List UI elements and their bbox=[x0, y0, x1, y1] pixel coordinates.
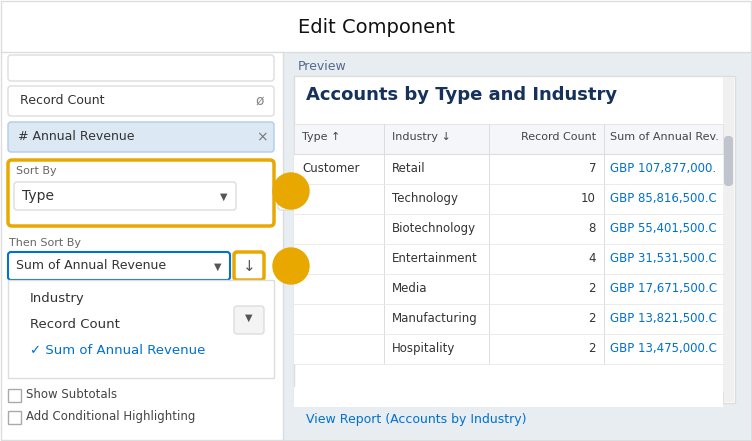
Text: 8: 8 bbox=[589, 222, 596, 235]
Text: View Report (Accounts by Industry): View Report (Accounts by Industry) bbox=[306, 413, 526, 426]
FancyBboxPatch shape bbox=[295, 393, 617, 401]
FancyBboxPatch shape bbox=[8, 86, 274, 116]
Text: GBP 31,531,500.C: GBP 31,531,500.C bbox=[610, 252, 717, 265]
Bar bbox=[294, 387, 723, 407]
Text: Customer: Customer bbox=[302, 162, 359, 175]
Text: GBP 85,816,500.C: GBP 85,816,500.C bbox=[610, 192, 717, 205]
Text: 2: 2 bbox=[589, 282, 596, 295]
Text: 4: 4 bbox=[589, 252, 596, 265]
Text: 2: 2 bbox=[589, 312, 596, 325]
Circle shape bbox=[273, 248, 309, 284]
Bar bbox=[723, 77, 734, 402]
Text: Industry: Industry bbox=[30, 292, 85, 305]
Text: Record Count: Record Count bbox=[30, 318, 120, 331]
Bar bbox=[294, 124, 723, 154]
Text: # Annual Revenue: # Annual Revenue bbox=[18, 130, 135, 143]
FancyBboxPatch shape bbox=[234, 252, 264, 280]
Text: Record Count: Record Count bbox=[521, 132, 596, 142]
Circle shape bbox=[273, 173, 309, 209]
Bar bbox=[284, 52, 751, 440]
Text: ▼: ▼ bbox=[214, 262, 222, 272]
Text: Type: Type bbox=[22, 189, 54, 203]
Text: 10: 10 bbox=[581, 192, 596, 205]
Bar bbox=[294, 244, 723, 274]
FancyBboxPatch shape bbox=[724, 136, 733, 186]
FancyBboxPatch shape bbox=[8, 160, 274, 226]
Text: Media: Media bbox=[392, 282, 427, 295]
Text: Industry ↓: Industry ↓ bbox=[392, 132, 451, 142]
Text: ↓: ↓ bbox=[243, 259, 256, 274]
Text: Entertainment: Entertainment bbox=[392, 252, 478, 265]
Text: Then Sort By: Then Sort By bbox=[9, 238, 81, 248]
Text: 1: 1 bbox=[285, 182, 297, 200]
Text: Show Subtotals: Show Subtotals bbox=[26, 388, 117, 401]
Bar bbox=[294, 184, 723, 214]
Text: Type ↑: Type ↑ bbox=[302, 132, 341, 142]
Text: Sort By: Sort By bbox=[16, 166, 56, 176]
Text: GBP 55,401,500.C: GBP 55,401,500.C bbox=[610, 222, 717, 235]
FancyBboxPatch shape bbox=[8, 122, 274, 152]
Text: ▼: ▼ bbox=[220, 192, 228, 202]
FancyBboxPatch shape bbox=[14, 182, 236, 210]
Bar bbox=[8, 389, 21, 402]
Bar bbox=[8, 411, 21, 424]
Text: ø: ø bbox=[256, 94, 264, 108]
Bar bbox=[294, 154, 723, 184]
Text: ✓ Sum of Annual Revenue: ✓ Sum of Annual Revenue bbox=[30, 344, 205, 357]
Bar bbox=[294, 274, 723, 304]
FancyBboxPatch shape bbox=[8, 55, 274, 81]
Text: GBP 17,671,500.C: GBP 17,671,500.C bbox=[610, 282, 717, 295]
FancyBboxPatch shape bbox=[8, 252, 230, 280]
Text: Manufacturing: Manufacturing bbox=[392, 312, 478, 325]
Text: Biotechnology: Biotechnology bbox=[392, 222, 476, 235]
Text: GBP 107,877,000.: GBP 107,877,000. bbox=[610, 162, 716, 175]
Bar bbox=[294, 334, 723, 364]
Text: 2: 2 bbox=[589, 342, 596, 355]
Text: Preview: Preview bbox=[298, 60, 347, 73]
Text: Sum of Annual Revenue: Sum of Annual Revenue bbox=[16, 259, 166, 272]
Text: Edit Component: Edit Component bbox=[298, 18, 454, 37]
Bar bbox=[8, 280, 274, 378]
Text: Record Count: Record Count bbox=[20, 94, 105, 107]
Bar bbox=[294, 392, 723, 402]
Text: Technology: Technology bbox=[392, 192, 458, 205]
Text: Retail: Retail bbox=[392, 162, 426, 175]
FancyBboxPatch shape bbox=[278, 182, 308, 210]
Text: ↑: ↑ bbox=[287, 189, 299, 204]
Bar bbox=[294, 76, 735, 403]
Text: 7: 7 bbox=[589, 162, 596, 175]
Text: ▼: ▼ bbox=[245, 313, 253, 323]
Text: Hospitality: Hospitality bbox=[392, 342, 456, 355]
Text: 2: 2 bbox=[285, 257, 297, 275]
Text: GBP 13,821,500.C: GBP 13,821,500.C bbox=[610, 312, 717, 325]
Text: Add Conditional Highlighting: Add Conditional Highlighting bbox=[26, 410, 196, 423]
Text: Sum of Annual Rev.: Sum of Annual Rev. bbox=[610, 132, 719, 142]
Text: GBP 13,475,000.C: GBP 13,475,000.C bbox=[610, 342, 717, 355]
Bar bbox=[294, 214, 723, 244]
Text: ×: × bbox=[256, 130, 268, 144]
Text: Accounts by Type and Industry: Accounts by Type and Industry bbox=[306, 86, 617, 104]
FancyBboxPatch shape bbox=[234, 306, 264, 334]
Bar bbox=[294, 304, 723, 334]
